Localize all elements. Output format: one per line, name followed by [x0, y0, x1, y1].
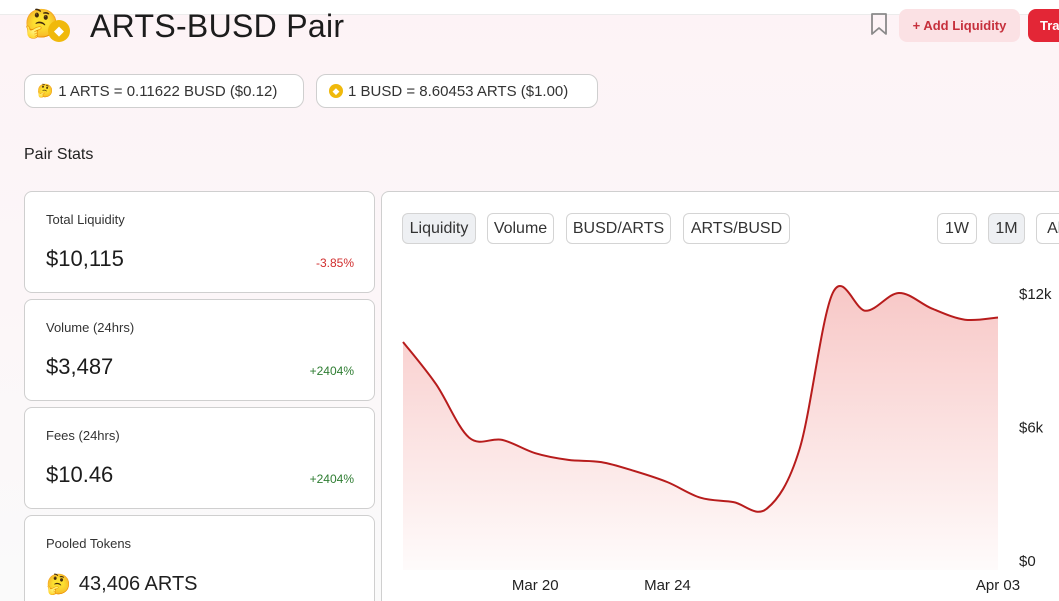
x-tick-label: Apr 03 — [976, 577, 1020, 594]
pooled-token-amount: 43,406 ARTS — [78, 573, 198, 595]
stat-label: Pooled Tokens — [46, 536, 132, 551]
liquidity-chart: $12k $6k $0 Mar 20 Mar 24 Apr 03 — [402, 284, 1052, 594]
total-liquidity-card: Total Liquidity $10,115 -3.85% — [24, 191, 375, 293]
stat-label: Total Liquidity — [46, 212, 125, 227]
stat-value: $10,115 — [46, 246, 124, 271]
fees-card: Fees (24hrs) $10.46 +2404% — [24, 407, 375, 509]
top-bar — [0, 0, 1059, 15]
liquidity-series-line — [402, 284, 999, 513]
y-tick-label: $12k — [1019, 286, 1052, 303]
bookmark-icon[interactable] — [868, 12, 890, 36]
tab-arts-busd[interactable]: ARTS/BUSD — [683, 213, 790, 244]
stat-label: Volume (24hrs) — [46, 320, 135, 335]
y-tick-label: $0 — [1019, 553, 1036, 570]
tab-liquidity[interactable]: Liquidity — [402, 213, 476, 244]
add-liquidity-button[interactable]: + Add Liquidity — [899, 9, 1020, 42]
token-icons: 🤔 ◆ — [24, 6, 80, 46]
stat-label: Fees (24hrs) — [46, 428, 120, 443]
page-title: ARTS-BUSD Pair — [90, 7, 345, 44]
stat-value: $10.46 — [46, 462, 114, 487]
range-all-button[interactable]: All — [1036, 213, 1059, 244]
token1-price-text: 1 BUSD = 8.60453 ARTS ($1.00) — [348, 82, 569, 100]
stat-change: +2404% — [309, 472, 354, 486]
x-tick-label: Mar 24 — [644, 577, 691, 594]
stat-value: $3,487 — [46, 354, 114, 379]
token1-price-pill[interactable]: ◆ 1 BUSD = 8.60453 ARTS ($1.00) — [316, 74, 598, 108]
range-1w-button[interactable]: 1W — [937, 213, 977, 244]
arts-token-icon: 🤔 — [46, 574, 71, 596]
pair-stats-heading: Pair Stats — [24, 146, 94, 163]
token0-price-pill[interactable]: 🤔 1 ARTS = 0.11622 BUSD ($0.12) — [24, 74, 304, 108]
range-1m-button[interactable]: 1M — [988, 213, 1025, 244]
chart-card: Liquidity Volume BUSD/ARTS ARTS/BUSD 1W … — [381, 191, 1059, 601]
tab-busd-arts[interactable]: BUSD/ARTS — [566, 213, 671, 244]
stat-change: +2404% — [309, 364, 354, 378]
pair-header: 🤔 ◆ ARTS-BUSD Pair — [24, 6, 344, 46]
trade-button[interactable]: Trade — [1028, 9, 1059, 42]
token0-price-text: 1 ARTS = 0.11622 BUSD ($0.12) — [58, 82, 278, 100]
busd-coin-icon: ◆ — [48, 20, 70, 42]
x-tick-label: Mar 20 — [512, 577, 559, 594]
arts-token-icon: 🤔 — [37, 83, 54, 98]
busd-coin-icon: ◆ — [329, 84, 343, 98]
tab-volume[interactable]: Volume — [487, 213, 554, 244]
pooled-tokens-card: Pooled Tokens 🤔 43,406 ARTS — [24, 515, 375, 601]
liquidity-area — [403, 285, 998, 570]
stat-change: -3.85% — [315, 256, 354, 270]
y-tick-label: $6k — [1019, 420, 1044, 437]
volume-card: Volume (24hrs) $3,487 +2404% — [24, 299, 375, 401]
pooled-token-row: 🤔 43,406 ARTS — [46, 572, 198, 597]
